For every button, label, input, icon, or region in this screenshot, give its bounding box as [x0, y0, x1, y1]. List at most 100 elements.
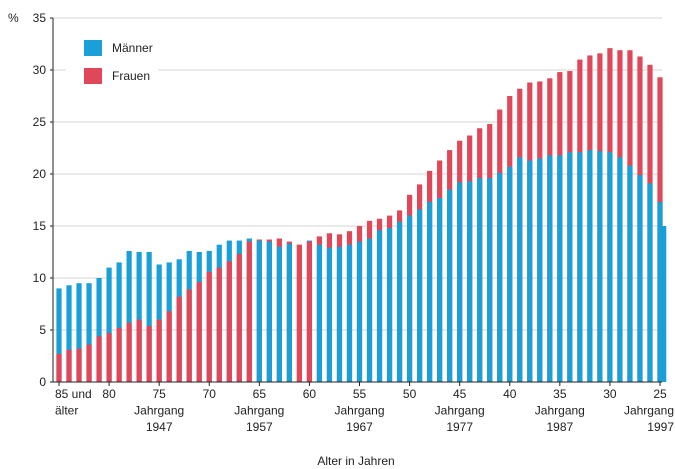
bar-maenner-32: [587, 150, 593, 382]
x-tick-label: Jahrgang: [334, 404, 384, 418]
y-unit-label: %: [8, 11, 19, 25]
bar-maenner-30: [607, 152, 613, 382]
x-tick-label: 1957: [246, 420, 273, 434]
bar-maenner-44: [467, 181, 473, 382]
x-tick-label: Jahrgang: [234, 404, 284, 418]
bar-maenner-77: [136, 252, 142, 382]
bar-frauen-73: [176, 296, 182, 382]
bar-frauen-69: [216, 267, 222, 382]
x-tick-label: 35: [553, 387, 567, 401]
x-tick-label: 65: [253, 387, 267, 401]
y-tick-label: 25: [33, 115, 47, 129]
bar-maenner-84: [66, 285, 72, 382]
y-tick-label: 0: [39, 375, 46, 389]
x-tick-label: 30: [603, 387, 617, 401]
x-tick-label: älter: [55, 404, 78, 418]
bar-maenner-62: [286, 243, 292, 382]
axes: 0 5 10 15 20 25 30 35% 85 und älter 80 75 Jahrgang 19…: [8, 11, 674, 468]
bar-maenner-64: [266, 241, 272, 382]
bar-maenner-33: [577, 152, 583, 382]
bar-maenner-37: [537, 158, 543, 382]
x-tick-label: 40: [503, 387, 517, 401]
bar-maenner-43: [477, 178, 483, 382]
y-tick-label: 30: [33, 63, 47, 77]
bar-maenner-52: [386, 228, 393, 382]
bar-maenner-47: [437, 197, 443, 382]
bars: [56, 48, 667, 383]
legend: Männer Frauen: [66, 24, 158, 102]
bar-maenner-58: [326, 247, 333, 382]
bar-maenner-27: [637, 175, 643, 382]
bar-maenner-25-edge: [662, 226, 667, 382]
bar-maenner-76: [146, 252, 152, 382]
bar-maenner-55: [356, 241, 363, 382]
bar-maenner-29: [617, 157, 623, 382]
y-tick-label: 20: [33, 167, 47, 181]
bar-maenner-45: [457, 182, 463, 382]
bar-maenner-65: [256, 240, 262, 382]
bar-maenner-36: [547, 155, 553, 382]
x-tick-label: 55: [353, 387, 367, 401]
bar-frauen-80: [106, 333, 112, 382]
bar-maenner-85: [56, 288, 62, 382]
x-tick-label: 80: [102, 387, 116, 401]
bar-frauen-66: [246, 241, 252, 382]
x-tick-label: 60: [303, 387, 317, 401]
bar-frauen-67: [236, 254, 242, 382]
bar-maenner-41: [497, 172, 503, 382]
x-tick-label: 1967: [346, 420, 373, 434]
bar-maenner-31: [597, 151, 603, 382]
bar-maenner-39: [517, 157, 523, 382]
bar-maenner-38: [527, 160, 533, 382]
bar-frauen-68: [226, 261, 232, 382]
x-tick-label: Jahrgang: [535, 404, 585, 418]
bar-frauen-79: [116, 327, 122, 382]
bar-frauen-77: [136, 319, 142, 382]
bar-frauen-78: [126, 322, 132, 382]
x-tick-label: 70: [203, 387, 217, 401]
x-tick-label: Jahrgang: [435, 404, 485, 418]
x-tick-label: 1987: [546, 420, 573, 434]
x-tick-label: 85 und: [55, 387, 92, 401]
bar-maenner-46: [447, 189, 453, 382]
bar-frauen-61: [296, 244, 302, 382]
bar-maenner-40: [507, 166, 513, 382]
x-tick-label: 1977: [446, 420, 473, 434]
bar-maenner-78: [126, 250, 132, 382]
legend-swatch-frauen: [84, 68, 102, 84]
bar-maenner-28: [627, 165, 633, 382]
bar-maenner-63: [276, 246, 282, 382]
bar-frauen-81: [96, 336, 102, 382]
bar-maenner-53: [376, 230, 383, 382]
bar-frauen-71: [196, 282, 202, 382]
x-tick-label: 45: [453, 387, 467, 401]
bar-maenner-34: [567, 152, 573, 382]
bar-maenner-59: [316, 244, 323, 382]
bar-frauen-76: [146, 325, 152, 382]
legend-label-maenner: Männer: [112, 41, 153, 55]
x-tick-label: 50: [403, 387, 417, 401]
bar-maenner-48: [427, 202, 433, 382]
bar-maenner-35: [557, 155, 563, 382]
y-tick-label: 15: [33, 219, 47, 233]
bar-frauen-83: [76, 348, 82, 382]
bar-frauen-60: [306, 241, 313, 382]
bar-maenner-56: [346, 244, 353, 382]
x-tick-label: 75: [152, 387, 166, 401]
bar-maenner-26: [647, 183, 653, 382]
bar-frauen-70: [206, 271, 212, 382]
bar-maenner-79: [116, 262, 122, 382]
bar-frauen-72: [186, 289, 192, 382]
bar-maenner-57: [336, 246, 343, 382]
x-tick-label: Jahrgang: [134, 404, 184, 418]
bar-maenner-51: [396, 221, 403, 382]
x-tick-label: 25: [653, 387, 667, 401]
x-tick-label: 1947: [146, 420, 173, 434]
bar-maenner-83: [76, 283, 82, 382]
y-tick-label: 35: [33, 11, 47, 25]
bar-maenner-82: [86, 283, 92, 382]
y-tick-label: 10: [33, 271, 47, 285]
bar-maenner-49: [417, 209, 423, 382]
legend-box: [66, 24, 158, 102]
